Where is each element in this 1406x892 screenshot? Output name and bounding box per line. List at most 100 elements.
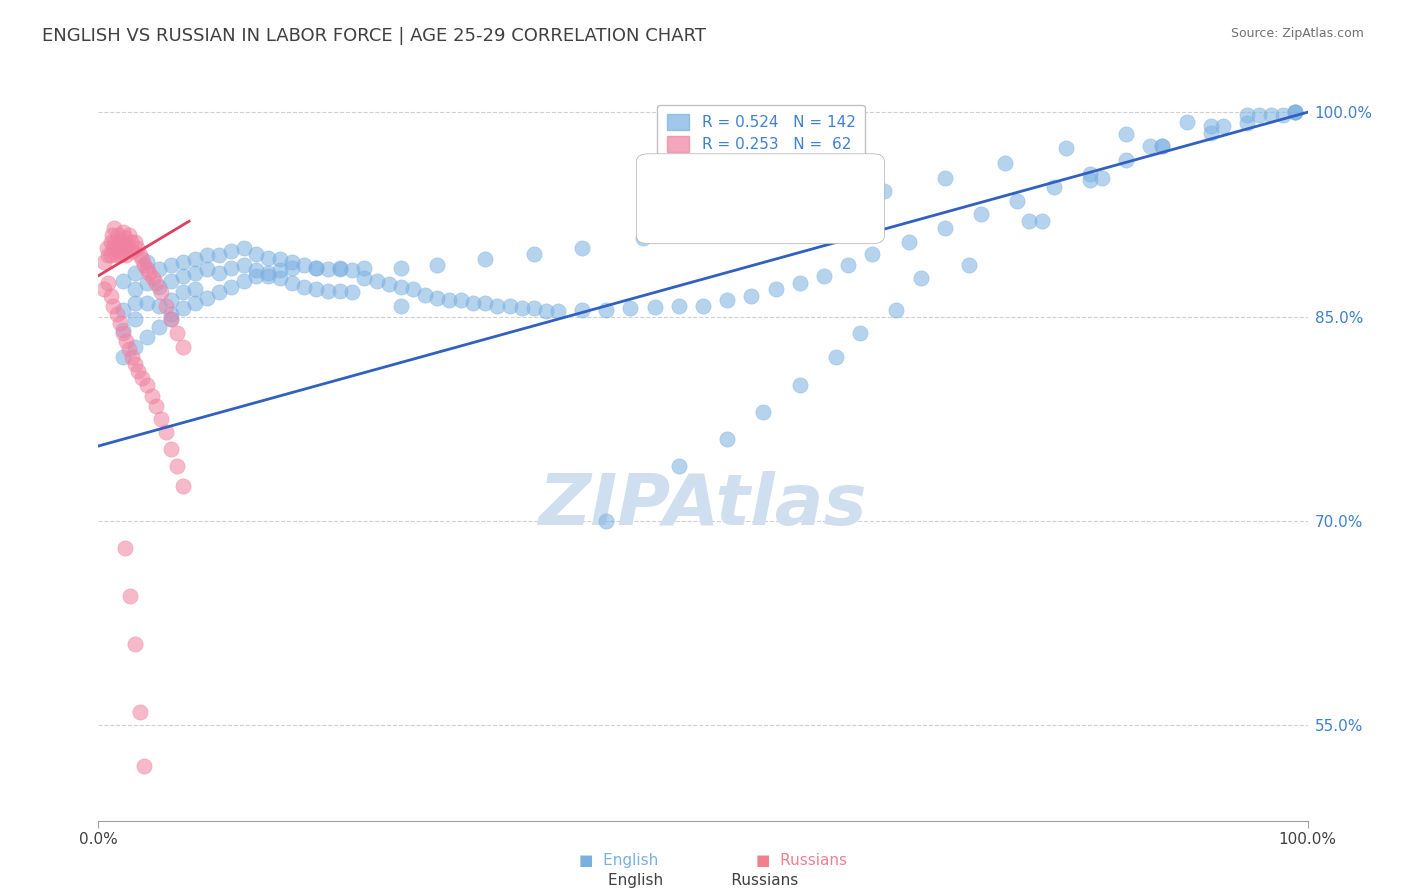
Point xyxy=(100,235,122,249)
Point xyxy=(1042,180,1064,194)
Point xyxy=(160,293,183,308)
Point xyxy=(135,261,157,276)
Point xyxy=(105,307,128,321)
Point xyxy=(93,282,115,296)
Point xyxy=(631,230,654,244)
Point xyxy=(112,242,135,256)
Point xyxy=(100,227,122,242)
Point xyxy=(245,247,267,261)
Point xyxy=(1018,214,1040,228)
Point xyxy=(124,235,146,249)
Point xyxy=(245,263,267,277)
Point xyxy=(172,285,194,299)
Point xyxy=(245,268,267,283)
Point xyxy=(402,282,425,296)
Point xyxy=(269,252,291,267)
Point xyxy=(118,589,141,603)
Point xyxy=(100,289,122,303)
Point xyxy=(93,255,115,269)
Point xyxy=(104,235,127,249)
Point xyxy=(886,302,908,317)
Point xyxy=(134,759,156,773)
Point xyxy=(150,411,173,425)
Point xyxy=(120,235,142,249)
Point xyxy=(668,459,690,474)
Point xyxy=(765,282,787,296)
Point xyxy=(124,296,146,310)
Point xyxy=(329,260,352,275)
Point xyxy=(256,251,278,265)
Point xyxy=(353,271,375,285)
Legend: R = 0.524   N = 142, R = 0.253   N =  62: R = 0.524 N = 142, R = 0.253 N = 62 xyxy=(658,105,865,161)
Point xyxy=(172,268,194,283)
Point xyxy=(166,326,188,340)
Point xyxy=(111,326,134,340)
Point xyxy=(101,299,124,313)
Point xyxy=(523,247,546,261)
Text: ■  Russians: ■ Russians xyxy=(756,854,846,868)
Point xyxy=(124,636,146,650)
Point xyxy=(111,351,134,365)
Point xyxy=(329,261,352,276)
Point xyxy=(1236,116,1258,130)
Point xyxy=(155,425,177,440)
Point xyxy=(172,340,194,354)
Point xyxy=(329,284,352,298)
Point xyxy=(118,343,141,357)
Point xyxy=(1236,108,1258,122)
Point xyxy=(128,248,150,262)
Point xyxy=(96,242,118,256)
Point xyxy=(1212,119,1234,133)
Point xyxy=(1199,119,1222,133)
Point xyxy=(860,247,883,261)
Point xyxy=(813,268,835,283)
Point xyxy=(1115,153,1137,167)
Point xyxy=(849,326,872,340)
Point xyxy=(269,271,291,285)
Point xyxy=(160,312,183,326)
Point xyxy=(124,340,146,354)
Point xyxy=(1115,127,1137,141)
Point xyxy=(108,317,131,331)
Point xyxy=(595,514,617,528)
Point xyxy=(135,255,157,269)
Point xyxy=(1175,115,1198,129)
Point xyxy=(108,244,131,259)
Point xyxy=(716,293,738,308)
Point xyxy=(1284,105,1306,120)
Point xyxy=(934,170,956,185)
Point xyxy=(789,377,811,392)
Point xyxy=(1007,194,1029,208)
Point xyxy=(124,282,146,296)
Point xyxy=(124,266,146,280)
Point xyxy=(1139,139,1161,153)
Point xyxy=(789,276,811,290)
Point xyxy=(114,541,136,556)
Point xyxy=(221,260,243,275)
Text: ■  English: ■ English xyxy=(579,854,658,868)
Point xyxy=(1054,141,1077,155)
Point xyxy=(994,155,1017,169)
Point xyxy=(134,258,156,272)
Point xyxy=(172,478,194,492)
Point xyxy=(316,284,339,298)
Point xyxy=(292,258,315,272)
Point xyxy=(105,248,128,262)
Point xyxy=(111,225,134,239)
Point xyxy=(413,287,436,301)
Point xyxy=(114,230,136,244)
Point xyxy=(148,261,170,276)
FancyBboxPatch shape xyxy=(637,153,884,244)
Point xyxy=(124,312,146,326)
Point xyxy=(389,299,412,313)
Point xyxy=(208,285,231,299)
Point xyxy=(131,371,153,385)
Point xyxy=(1152,139,1174,153)
Point xyxy=(1031,214,1053,228)
Point xyxy=(1249,108,1271,122)
Point xyxy=(353,260,375,275)
Point xyxy=(1091,170,1114,185)
Point xyxy=(135,330,157,344)
Point xyxy=(232,258,254,272)
Point xyxy=(141,388,163,402)
